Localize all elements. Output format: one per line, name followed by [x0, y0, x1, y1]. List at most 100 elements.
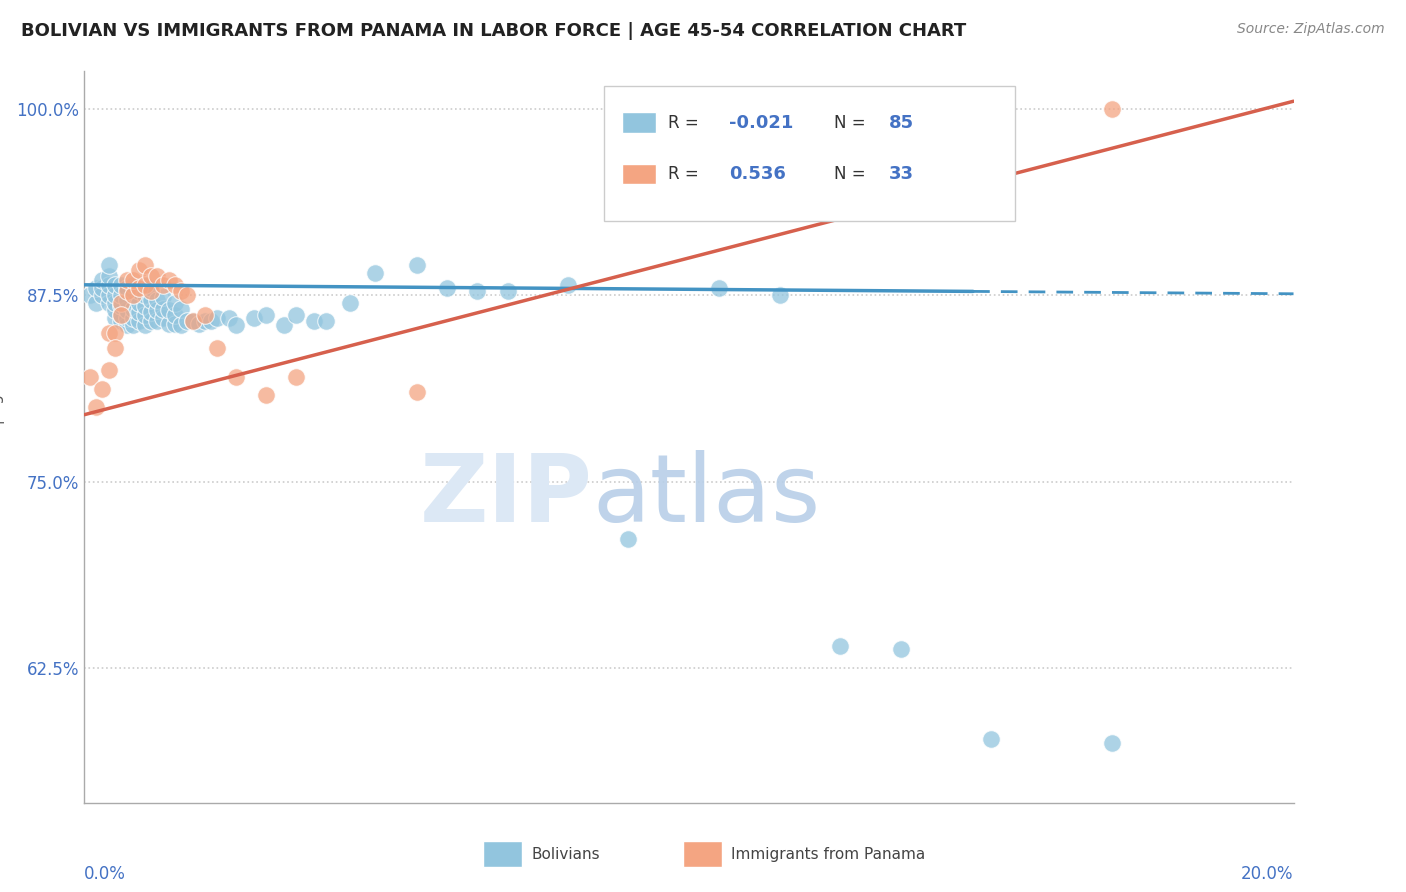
Point	[170, 318, 193, 332]
Text: R =: R =	[668, 165, 704, 183]
Point	[152, 310, 174, 325]
Point	[254, 388, 277, 402]
Text: 33: 33	[889, 165, 914, 183]
Bar	[623, 163, 657, 184]
Point	[97, 277, 120, 292]
Point	[91, 273, 114, 287]
Point	[104, 341, 127, 355]
Point	[254, 308, 277, 322]
Point	[176, 288, 198, 302]
Point	[302, 313, 325, 327]
Point	[121, 288, 143, 302]
Text: -0.021: -0.021	[728, 113, 793, 131]
Point	[207, 310, 229, 325]
Point	[165, 317, 187, 331]
Point	[97, 295, 120, 310]
Point	[339, 295, 361, 310]
Point	[134, 277, 156, 292]
Point	[115, 318, 138, 332]
Text: 85: 85	[889, 113, 914, 131]
Point	[139, 268, 162, 283]
Point	[115, 293, 138, 307]
Text: 0.536: 0.536	[728, 165, 786, 183]
Point	[1101, 102, 1123, 116]
Point	[165, 295, 187, 310]
Point	[115, 310, 138, 325]
Point	[176, 313, 198, 327]
Text: Source: ZipAtlas.com: Source: ZipAtlas.com	[1237, 22, 1385, 37]
Point	[273, 318, 295, 332]
Text: ZIP: ZIP	[419, 450, 592, 541]
Point	[91, 288, 114, 302]
Bar	[484, 841, 522, 867]
Point	[110, 308, 132, 322]
Point	[218, 310, 240, 325]
Point	[134, 318, 156, 332]
Point	[121, 301, 143, 316]
Point	[115, 281, 138, 295]
Point	[146, 268, 169, 283]
Point	[139, 284, 162, 298]
Point	[146, 303, 169, 318]
Point	[139, 293, 162, 307]
Point	[134, 259, 156, 273]
Point	[181, 313, 204, 327]
Point	[97, 259, 120, 273]
Point	[110, 299, 132, 313]
Point	[128, 313, 150, 327]
Point	[128, 281, 150, 295]
Point	[121, 310, 143, 325]
Point	[170, 301, 193, 316]
Point	[79, 370, 101, 384]
Text: 0.0%: 0.0%	[84, 865, 127, 883]
Point	[617, 532, 640, 546]
Point	[139, 313, 162, 327]
Point	[104, 326, 127, 340]
Point	[709, 281, 731, 295]
Point	[181, 313, 204, 327]
Point	[134, 277, 156, 292]
Point	[110, 295, 132, 310]
Point	[165, 308, 187, 322]
Point	[188, 317, 211, 331]
Point	[104, 295, 127, 310]
Point	[225, 318, 247, 332]
Point	[115, 303, 138, 318]
Point	[157, 317, 180, 331]
Point	[830, 639, 852, 653]
Text: N =: N =	[834, 113, 870, 131]
Point	[128, 295, 150, 310]
Point	[104, 277, 127, 292]
Point	[242, 310, 264, 325]
Text: BOLIVIAN VS IMMIGRANTS FROM PANAMA IN LABOR FORCE | AGE 45-54 CORRELATION CHART: BOLIVIAN VS IMMIGRANTS FROM PANAMA IN LA…	[21, 22, 966, 40]
Text: N =: N =	[834, 165, 870, 183]
Point	[436, 281, 458, 295]
Point	[86, 281, 108, 295]
Point	[315, 313, 337, 327]
Point	[104, 303, 127, 318]
Y-axis label: In Labor Force | Age 45-54: In Labor Force | Age 45-54	[0, 336, 6, 538]
Point	[152, 290, 174, 304]
Text: 20.0%: 20.0%	[1241, 865, 1294, 883]
Point	[134, 308, 156, 322]
Point	[128, 284, 150, 298]
Point	[128, 304, 150, 318]
Point	[285, 308, 308, 322]
Bar	[683, 841, 721, 867]
Point	[139, 281, 162, 295]
Point	[152, 277, 174, 292]
Point	[165, 277, 187, 292]
Point	[128, 263, 150, 277]
Point	[146, 313, 169, 327]
Point	[496, 284, 519, 298]
Point	[134, 299, 156, 313]
Point	[1101, 736, 1123, 750]
Text: Immigrants from Panama: Immigrants from Panama	[731, 847, 925, 862]
Point	[121, 318, 143, 332]
Point	[115, 284, 138, 298]
Point	[146, 293, 169, 307]
Point	[86, 401, 108, 415]
Point	[890, 642, 912, 657]
Point	[121, 288, 143, 302]
Point	[170, 284, 193, 298]
